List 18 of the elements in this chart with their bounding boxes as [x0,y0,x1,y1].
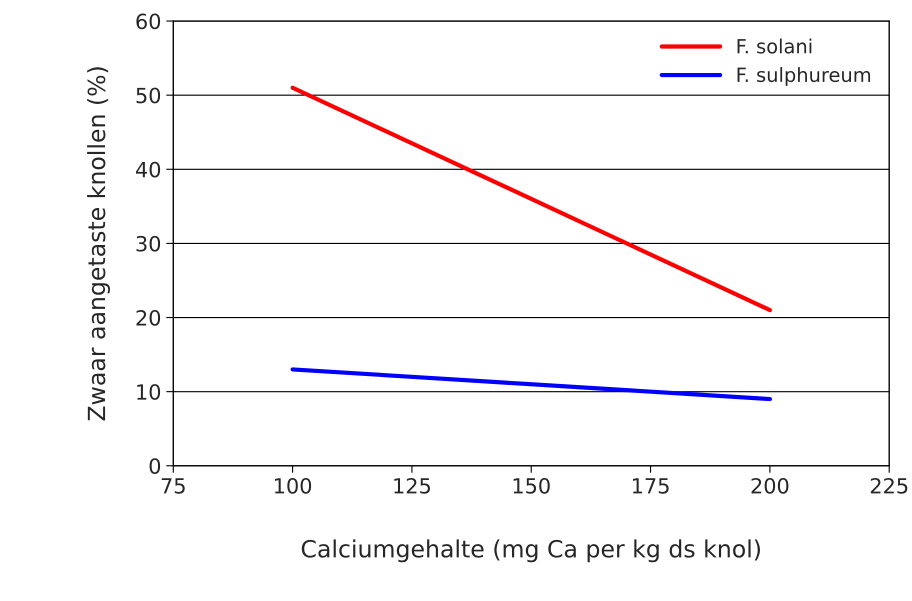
y-tick-label: 20 [136,310,160,326]
legend-label: F. sulphureum [738,67,870,86]
x-tick-label: 75 [162,478,185,494]
legend-label: F. solani [738,38,812,54]
y-tick-label: 50 [136,88,160,104]
y-tick-label: 10 [137,384,160,400]
y-axis-title: Zwaar aangetaste knollen (%) [87,67,110,421]
x-tick-label: 225 [870,478,908,494]
x-axis-title: Calciumgehalte (mg Ca per kg ds knol) [302,539,760,562]
x-tick-label: 200 [752,478,788,494]
y-tick-label: 0 [150,458,160,474]
x-tick-label: 100 [275,478,312,494]
x-tick-label: 125 [394,478,430,494]
y-tick-label: 30 [136,236,160,252]
x-tick-label: 175 [632,478,669,494]
y-tick-label: 60 [136,13,160,30]
y-tick-label: 40 [136,162,160,178]
x-tick-label: 150 [514,478,550,494]
